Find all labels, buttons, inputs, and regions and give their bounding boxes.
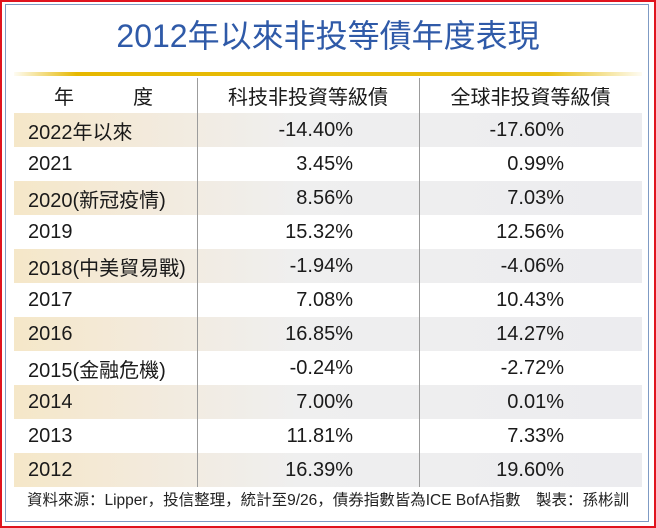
cell-tech: -1.94% xyxy=(289,254,353,277)
table-header-row: 年 度 科技非投資等級債 全球非投資等級債 xyxy=(14,78,642,113)
cell-year: 2015(金融危機) xyxy=(28,359,166,382)
table-row: 2012 16.39% 19.60% xyxy=(14,453,642,487)
cell-tech: -14.40% xyxy=(278,118,354,141)
cell-year: 2022年以來 xyxy=(28,121,133,144)
table-row: 2022年以來 -14.40% -17.60% xyxy=(14,113,642,147)
cell-global: 7.33% xyxy=(507,424,564,447)
cell-year: 2016 xyxy=(28,322,73,345)
cell-global: 7.03% xyxy=(507,186,564,209)
cell-global: 10.43% xyxy=(496,288,564,311)
cell-year: 2020(新冠疫情) xyxy=(28,189,166,212)
table-row: 2021 3.45% 0.99% xyxy=(14,147,642,181)
cell-tech: -0.24% xyxy=(289,356,353,379)
table-row: 2014 7.00% 0.01% xyxy=(14,385,642,419)
cell-year: 2013 xyxy=(28,424,73,447)
cell-year: 2021 xyxy=(28,152,73,175)
cell-global: 12.56% xyxy=(496,220,564,243)
table-row: 2019 15.32% 12.56% xyxy=(14,215,642,249)
source-footnote: 資料來源：Lipper，投信整理，統計至9/26，債券指數皆為ICE BofA指… xyxy=(26,492,629,509)
header-tech-high-yield: 科技非投資等級債 xyxy=(228,87,388,109)
cell-tech: 11.81% xyxy=(286,424,353,447)
table-row: 2013 11.81% 7.33% xyxy=(14,419,642,453)
cell-tech: 16.85% xyxy=(285,322,353,345)
cell-year: 2017 xyxy=(28,288,73,311)
cell-global: 0.01% xyxy=(507,390,564,413)
header-year-char-2: 度 xyxy=(133,87,153,109)
cell-tech: 3.45% xyxy=(296,152,353,175)
cell-tech: 16.39% xyxy=(285,458,353,481)
cell-global: 14.27% xyxy=(496,322,564,345)
table-row: 2016 16.85% 14.27% xyxy=(14,317,642,351)
column-divider-2 xyxy=(419,78,420,487)
inner-frame xyxy=(5,4,649,522)
cell-year: 2018(中美貿易戰) xyxy=(28,257,186,280)
header-year: 年 度 xyxy=(14,81,197,110)
column-divider-1 xyxy=(197,78,198,487)
title-underline-bar xyxy=(14,72,642,76)
table-row: 2018(中美貿易戰) -1.94% -4.06% xyxy=(14,249,642,283)
cell-global: 19.60% xyxy=(496,458,564,481)
table-row: 2020(新冠疫情) 8.56% 7.03% xyxy=(14,181,642,215)
cell-global: -4.06% xyxy=(500,254,564,277)
cell-year: 2014 xyxy=(28,390,73,413)
cell-tech: 15.32% xyxy=(285,220,353,243)
cell-tech: 8.56% xyxy=(296,186,353,209)
cell-year: 2012 xyxy=(28,458,73,481)
cell-tech: 7.00% xyxy=(296,390,353,413)
cell-global: -17.60% xyxy=(489,118,565,141)
cell-global: -2.72% xyxy=(500,356,564,379)
cell-tech: 7.08% xyxy=(296,288,353,311)
table-row: 2017 7.08% 10.43% xyxy=(14,283,642,317)
cell-global: 0.99% xyxy=(507,152,564,175)
header-global-high-yield: 全球非投資等級債 xyxy=(450,87,611,109)
cell-year: 2019 xyxy=(28,220,73,243)
header-year-char-1: 年 xyxy=(54,87,74,109)
chart-title: 2012年以來非投等債年度表現 xyxy=(116,18,540,54)
table-row: 2015(金融危機) -0.24% -2.72% xyxy=(14,351,642,385)
performance-table: 年 度 科技非投資等級債 全球非投資等級債 2022年以來 -14.40% -1… xyxy=(14,78,642,487)
